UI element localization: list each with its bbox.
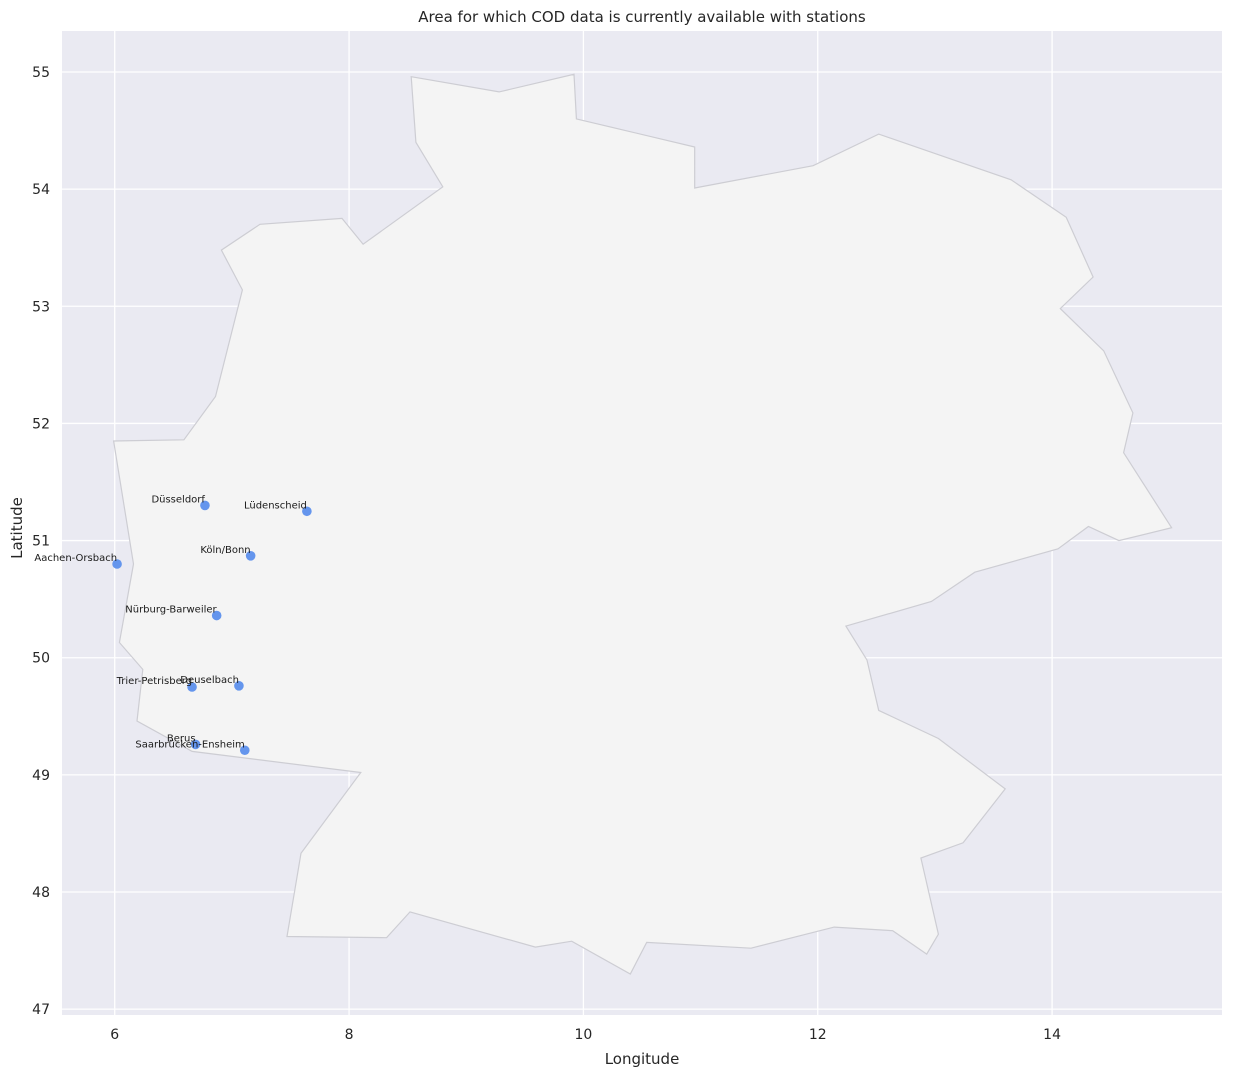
x-axis-title: Longitude xyxy=(605,1050,680,1068)
station-marker xyxy=(302,506,312,517)
station-marker xyxy=(239,745,250,756)
y-tick-label: 54 xyxy=(32,182,50,198)
station-labels: Düsseldorf Lüdenscheid Köln/Bonn Aachen-Ors… xyxy=(34,494,307,750)
y-tick-label: 48 xyxy=(32,885,50,901)
coverage-area xyxy=(112,73,1173,975)
station-marker xyxy=(211,610,222,621)
station-label: Deuselbach xyxy=(180,675,239,686)
x-tick-label: 8 xyxy=(345,1027,354,1043)
x-tick-label: 10 xyxy=(575,1027,593,1043)
station-label: Aachen-Orsbach xyxy=(34,553,117,564)
x-tick-label: 14 xyxy=(1043,1027,1061,1043)
station-marker xyxy=(112,559,122,569)
x-tick-labels: 6 8 10 12 14 xyxy=(110,1027,1061,1043)
y-tick-label: 50 xyxy=(32,651,50,667)
y-tick-label: 51 xyxy=(32,534,50,550)
station-marker xyxy=(245,551,256,561)
station-label: Nürburg-Barweiler xyxy=(125,605,217,616)
station-label: Lüdenscheid xyxy=(244,500,307,511)
y-tick-label: 49 xyxy=(32,768,50,784)
station-label: Berus xyxy=(167,733,196,744)
station-label: Saarbrücken-Ensheim xyxy=(135,739,244,750)
station-marker xyxy=(234,681,244,691)
chart-title: Area for which COD data is currently ava… xyxy=(418,8,866,26)
station-marker xyxy=(190,739,201,750)
station-label: Düsseldorf xyxy=(151,494,205,505)
y-tick-labels: 47 48 49 50 51 52 53 54 55 xyxy=(32,65,50,1018)
station-label: Trier-Petrisberg xyxy=(116,676,192,687)
y-tick-label: 55 xyxy=(32,65,50,81)
y-tick-label: 47 xyxy=(32,1002,50,1018)
station-marker xyxy=(187,682,197,692)
y-tick-label: 53 xyxy=(32,299,50,315)
x-tick-label: 12 xyxy=(809,1027,827,1043)
station-label: Köln/Bonn xyxy=(200,545,250,556)
station-marker xyxy=(200,500,210,511)
x-tick-label: 6 xyxy=(110,1027,119,1043)
station-markers xyxy=(112,500,312,756)
y-tick-label: 52 xyxy=(32,416,50,432)
y-axis-title: Latitude xyxy=(8,497,26,559)
